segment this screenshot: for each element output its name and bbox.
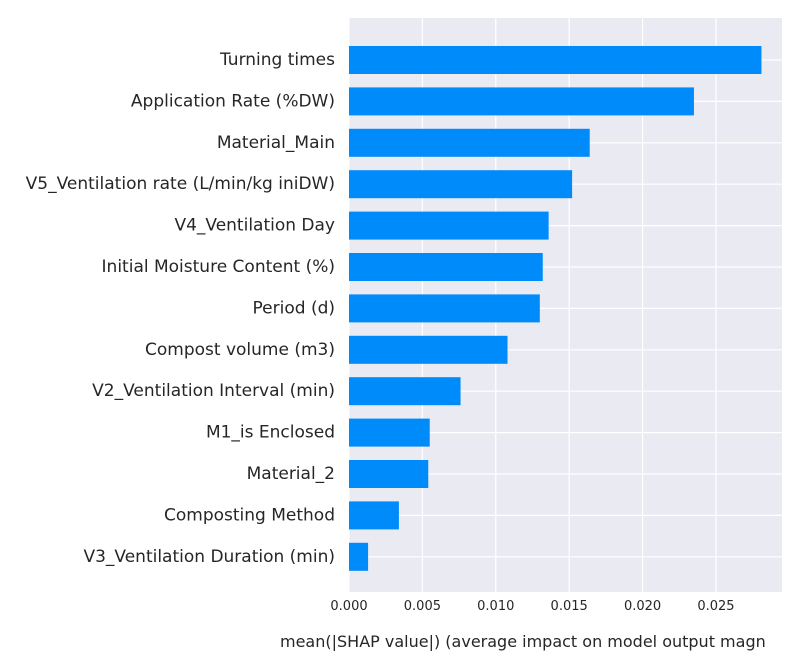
bar-11 (349, 501, 399, 530)
y-tick-label-12: V3_Ventilation Duration (min) (83, 547, 335, 567)
bar-10 (349, 460, 429, 488)
x-tick-label-5: 0.025 (697, 599, 734, 614)
y-tick-label-4: V4_Ventilation Day (174, 216, 335, 236)
bar-4 (349, 211, 549, 240)
x-tick-label-0: 0.000 (330, 599, 367, 614)
y-tick-label-3: V5_Ventilation rate (L/min/kg iniDW) (26, 174, 335, 194)
bar-0 (349, 46, 762, 74)
x-tick-label-4: 0.020 (624, 599, 661, 614)
y-tick-label-10: Material_2 (247, 464, 335, 484)
x-tick-label-2: 0.010 (477, 599, 514, 614)
y-tick-label-6: Period (d) (253, 298, 335, 318)
bar-8 (349, 377, 461, 406)
y-tick-labels: Turning times Application Rate (%DW) Mater… (26, 50, 335, 567)
y-tick-label-9: M1_is Enclosed (206, 423, 335, 443)
y-tick-label-5: Initial Moisture Content (%) (102, 257, 335, 277)
y-tick-label-1: Application Rate (%DW) (131, 91, 335, 111)
x-tick-label-1: 0.005 (404, 599, 441, 614)
y-tick-label-7: Compost volume (m3) (145, 340, 335, 360)
bar-7 (349, 335, 508, 364)
y-tick-label-11: Composting Method (164, 505, 335, 525)
bar-6 (349, 294, 540, 323)
y-tick-label-0: Turning times (219, 50, 335, 70)
x-tick-label-3: 0.015 (551, 599, 588, 614)
y-tick-label-2: Material_Main (217, 133, 335, 153)
bar-3 (349, 170, 573, 199)
bars (349, 46, 762, 571)
bar-2 (349, 128, 590, 157)
y-tick-label-8: V2_Ventilation Interval (min) (92, 381, 335, 401)
x-axis-label: mean(|SHAP value|) (average impact on mo… (280, 632, 766, 651)
bar-1 (349, 87, 694, 116)
bar-9 (349, 418, 430, 447)
bar-12 (349, 542, 369, 571)
bar-5 (349, 253, 543, 281)
x-tick-labels: 0.000 0.005 0.010 0.015 0.020 0.025 (330, 599, 734, 614)
